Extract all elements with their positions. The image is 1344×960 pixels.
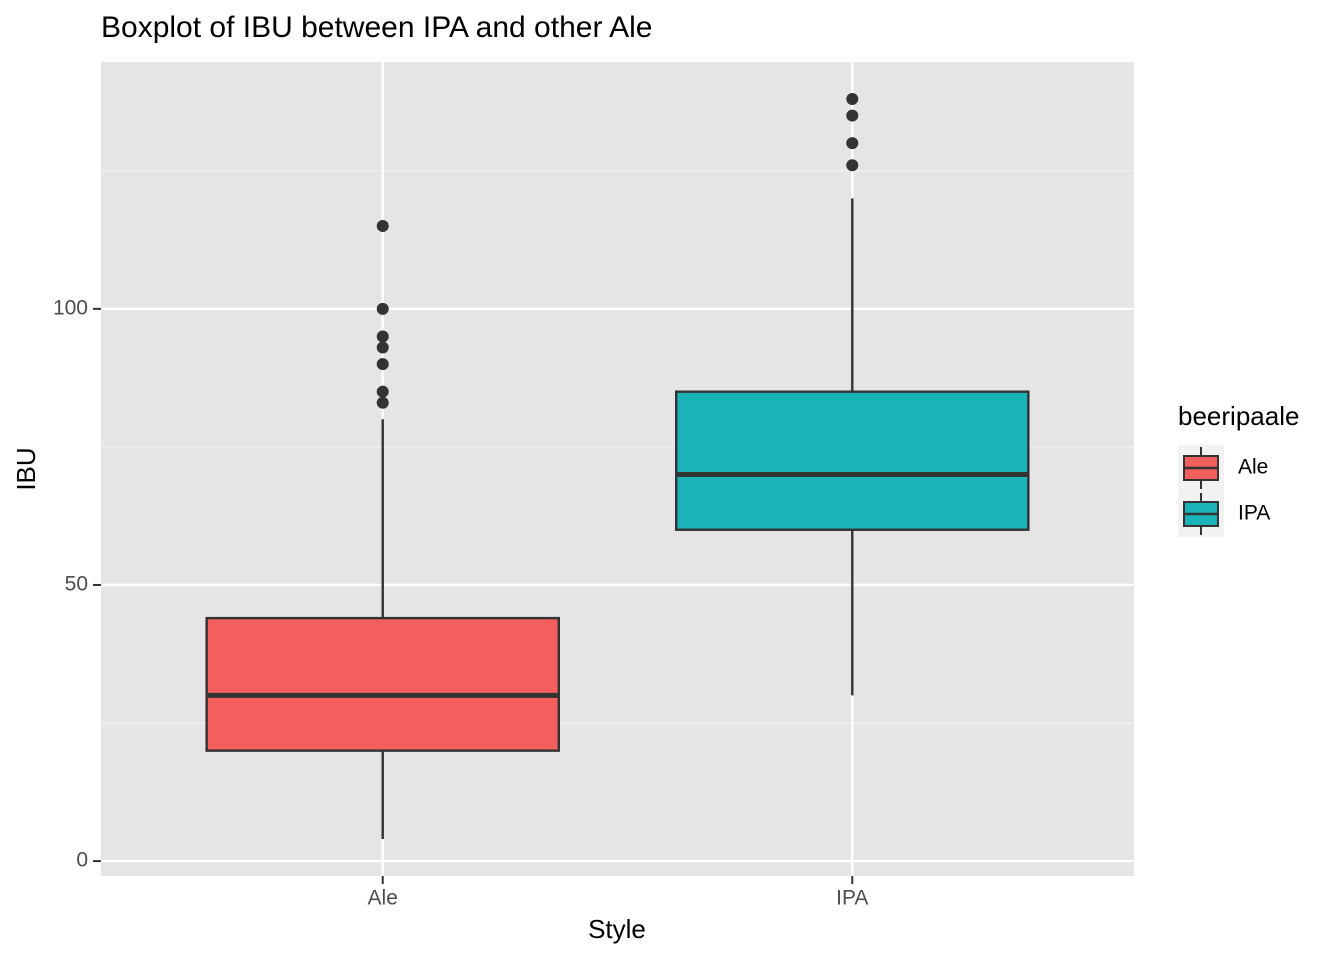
box (674, 390, 1030, 531)
legend-label: Ale (1238, 456, 1268, 479)
outlier (846, 109, 859, 122)
outlier (376, 385, 389, 398)
y-tick-label: 50 (65, 573, 88, 596)
y-tick-label: 100 (53, 296, 88, 319)
outlier (376, 341, 389, 354)
y-tick-label: 0 (76, 849, 88, 872)
outlier (376, 330, 389, 343)
outlier (846, 159, 859, 172)
outlier (376, 358, 389, 371)
x-tick-label: IPA (836, 887, 868, 910)
outlier (846, 93, 859, 105)
outlier (376, 302, 389, 315)
box (205, 616, 561, 752)
legend-title: beeripaale (1178, 401, 1299, 431)
x-tick-label: Ale (368, 887, 398, 910)
outlier (376, 220, 389, 233)
x-axis-title: Style (588, 914, 646, 944)
legend-label: IPA (1238, 502, 1270, 525)
y-axis-title: IBU (11, 447, 41, 490)
chart-title: Boxplot of IBU between IPA and other Ale (101, 11, 652, 44)
outlier (846, 137, 859, 150)
outlier (376, 396, 389, 409)
